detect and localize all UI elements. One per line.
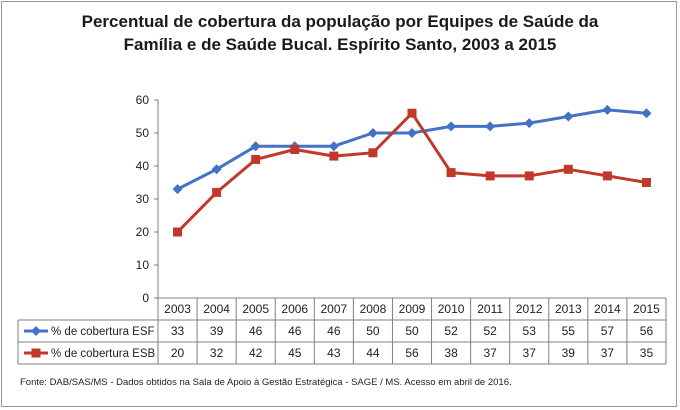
table-value: 50 [405,324,419,338]
table-value: 35 [640,346,654,360]
table-value: 32 [210,346,224,360]
data-point-esb [290,145,300,154]
data-point-esf [641,108,652,119]
data-point-esb [524,171,534,181]
table-value: 20 [171,346,185,360]
data-point-esf [602,104,613,115]
table-value: 53 [523,324,537,338]
x-tick-label: 2009 [399,302,426,316]
data-point-esb [641,178,651,187]
data-point-esb [407,108,417,118]
data-point-esf [407,128,417,138]
x-tick-label: 2012 [516,302,543,316]
data-point-esf [563,111,574,122]
y-tick-label: 40 [136,159,150,173]
x-tick-label: 2008 [360,302,387,316]
chart-title-line-1: Percentual de cobertura da população por… [81,12,599,31]
data-point-esf [524,118,535,129]
x-tick-label: 2004 [203,302,230,316]
y-tick-label: 30 [136,192,150,206]
data-point-esb [329,151,339,161]
data-point-esf [485,121,496,132]
table-value: 43 [327,346,341,360]
table-value: 45 [288,346,302,360]
x-tick-label: 2013 [555,302,582,316]
table-value: 37 [601,346,615,360]
data-point-esf [211,164,222,175]
table-value: 39 [562,346,576,360]
data-point-esb [368,148,378,158]
data-point-esb [602,171,612,181]
data-point-esb [563,164,573,174]
table-value: 55 [562,324,576,338]
data-point-esf [250,141,261,152]
data-point-esf [367,128,378,138]
table-value: 37 [483,346,497,360]
legend-label: % de cobertura ESB [51,348,156,360]
chart-title-line-2: Família e de Saúde Bucal. Espírito Santo… [123,35,557,54]
table-value: 33 [171,324,185,338]
table-value: 46 [288,324,302,338]
table-value: 42 [249,346,263,360]
table-value: 52 [483,324,497,338]
table-value: 39 [210,324,224,338]
x-tick-label: 2003 [164,302,191,316]
data-point-esb [446,168,456,178]
table-value: 37 [523,346,537,360]
table-value: 56 [405,346,419,360]
y-tick-label: 10 [136,258,150,272]
data-point-esf [328,141,339,152]
legend-key-marker [31,326,41,336]
table-value: 57 [601,324,615,338]
y-tick-label: 60 [136,93,150,107]
x-tick-label: 2014 [594,302,621,316]
x-tick-label: 2006 [281,302,308,316]
table-value: 52 [444,324,458,338]
x-tick-label: 2015 [633,302,660,316]
table-value: 50 [366,324,380,338]
data-point-esb [212,187,222,197]
x-tick-label: 2005 [242,302,269,316]
data-point-esf [172,184,183,195]
x-tick-label: 2007 [320,302,347,316]
x-tick-label: 2011 [477,302,503,316]
table-value: 56 [640,324,654,338]
y-tick-label: 20 [136,225,150,239]
data-point-esb [485,171,495,181]
legend-label: % de cobertura ESF [51,326,155,338]
data-point-esb [173,227,183,237]
table-value: 46 [249,324,263,338]
data-point-esf [446,121,457,132]
y-tick-label: 0 [142,291,149,305]
legend-key-marker [31,348,41,358]
table-value: 46 [327,324,341,338]
data-point-esb [251,154,261,164]
source-note: Fonte: DAB/SAS/MS - Dados obtidos na Sal… [20,377,512,388]
table-value: 44 [366,346,380,360]
chart-title: Percentual de cobertura da população por… [0,10,680,56]
x-tick-label: 2010 [438,302,465,316]
table-value: 38 [444,346,458,360]
series-line-esf [176,108,647,191]
y-tick-label: 50 [136,126,150,140]
